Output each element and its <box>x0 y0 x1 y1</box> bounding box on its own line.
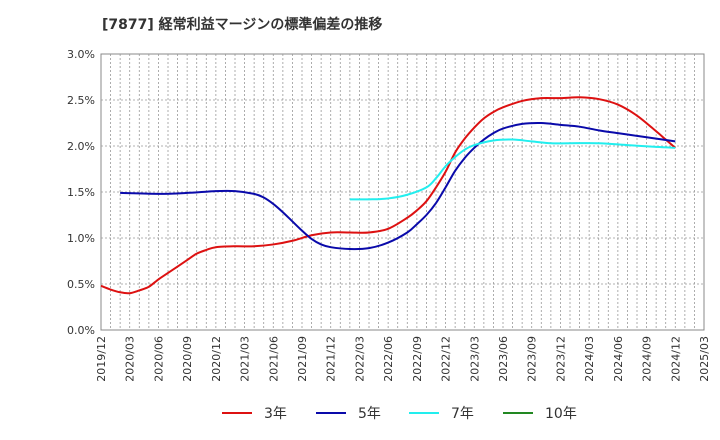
x-tick-label: 2022/09 <box>411 336 424 382</box>
series-line-2 <box>120 121 676 251</box>
axis-layer: 0.0% 0.5% 1.0% 1.5% 2.0% 2.5% 3.0% 2019/12 2020/… <box>67 48 711 382</box>
series-line-3 <box>349 138 676 201</box>
chart-title: [7877] 経常利益マージンの標準偏差の推移 <box>102 17 383 33</box>
x-tick-label: 2023/03 <box>468 336 481 382</box>
x-tick-label: 2025/03 <box>698 336 711 382</box>
legend-layer: 3年 5年 7年 10年 <box>222 406 577 422</box>
y-tick-label: 3.0% <box>67 48 95 61</box>
x-tick-label: 2022/06 <box>382 336 395 382</box>
y-tick-label: 1.0% <box>67 232 95 245</box>
x-tick-label: 2019/12 <box>95 336 108 382</box>
y-tick-label: 2.5% <box>67 94 95 107</box>
legend-label: 5年 <box>358 406 381 422</box>
x-tick-label: 2024/03 <box>583 336 596 382</box>
series-line-1 <box>100 96 676 295</box>
x-tick-label: 2020/09 <box>181 336 194 382</box>
x-tick-label: 2023/12 <box>554 336 567 382</box>
x-tick-label: 2022/03 <box>353 336 366 382</box>
x-tick-label: 2024/12 <box>669 336 682 382</box>
x-tick-label: 2021/03 <box>239 336 252 382</box>
y-tick-label: 1.5% <box>67 186 95 199</box>
legend-label: 7年 <box>451 406 474 422</box>
x-tick-label: 2021/12 <box>325 336 338 382</box>
x-tick-label: 2024/09 <box>641 336 654 382</box>
y-tick-label: 0.0% <box>67 324 95 337</box>
x-tick-label: 2021/06 <box>267 336 280 382</box>
legend-label: 10年 <box>545 406 577 422</box>
x-tick-label: 2022/12 <box>440 336 453 382</box>
y-tick-label: 0.5% <box>67 278 95 291</box>
y-tick-label: 2.0% <box>67 140 95 153</box>
x-tick-label: 2023/09 <box>526 336 539 382</box>
x-tick-label: 2020/03 <box>124 336 137 382</box>
x-tick-label: 2021/09 <box>296 336 309 382</box>
x-tick-label: 2020/12 <box>210 336 223 382</box>
series-layer <box>100 96 676 295</box>
x-tick-label: 2024/06 <box>612 336 625 382</box>
x-tick-label: 2020/06 <box>152 336 165 382</box>
x-tick-label: 2023/06 <box>497 336 510 382</box>
legend-label: 3年 <box>264 406 287 422</box>
